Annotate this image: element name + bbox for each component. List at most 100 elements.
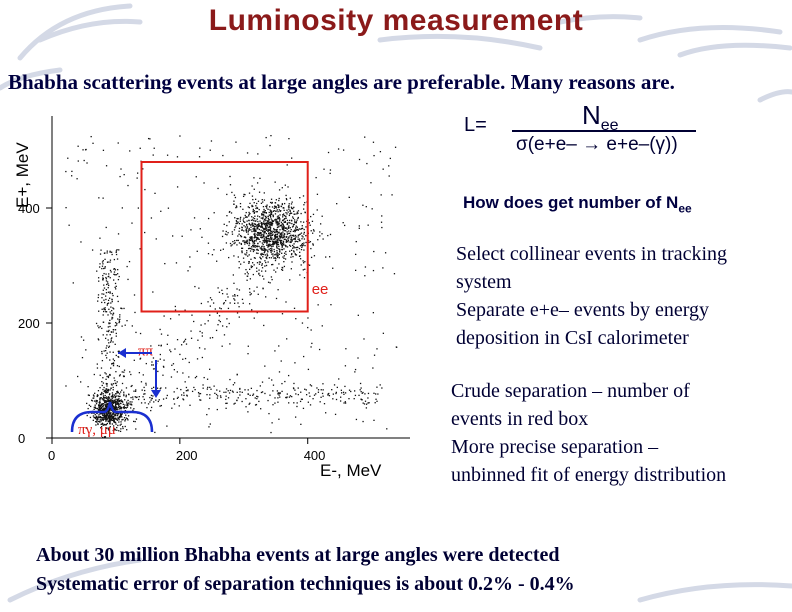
data-point: [104, 372, 106, 374]
data-point: [100, 427, 102, 429]
data-point: [267, 221, 269, 224]
data-point: [98, 339, 100, 341]
data-point: [294, 254, 297, 256]
data-point: [190, 330, 192, 332]
data-point: [114, 421, 117, 424]
data-point: [262, 211, 264, 213]
data-point: [290, 228, 292, 231]
data-point: [96, 363, 98, 365]
data-point: [275, 236, 277, 238]
data-point: [226, 287, 228, 290]
data-point: [243, 217, 245, 219]
data-point: [273, 205, 276, 207]
data-point: [305, 394, 308, 396]
data-point: [99, 263, 101, 265]
data-point: [302, 236, 304, 238]
data-point: [279, 251, 281, 253]
data-point: [106, 391, 108, 394]
data-point: [252, 219, 254, 221]
data-point: [240, 235, 243, 238]
data-point: [382, 168, 384, 170]
data-point: [248, 244, 250, 247]
data-point: [111, 395, 113, 397]
data-point: [393, 273, 396, 275]
data-point: [175, 262, 178, 264]
data-point: [104, 391, 106, 393]
data-point: [284, 238, 286, 240]
data-point: [354, 394, 357, 397]
data-point: [322, 389, 324, 391]
data-point: [288, 396, 291, 398]
data-point: [242, 219, 244, 221]
data-point: [112, 394, 114, 396]
data-point: [245, 254, 247, 256]
data-point: [379, 384, 381, 386]
data-point: [133, 390, 135, 392]
data-point: [282, 256, 284, 258]
data-point: [272, 253, 274, 255]
data-point: [265, 215, 267, 218]
data-point: [204, 348, 206, 350]
data-point: [271, 422, 273, 424]
data-point: [107, 291, 110, 293]
data-point: [98, 407, 100, 409]
data-point: [370, 182, 372, 184]
data-point: [267, 230, 270, 232]
data-point: [113, 420, 115, 422]
data-point: [264, 228, 266, 230]
data-point: [183, 394, 185, 397]
data-point: [115, 408, 118, 411]
data-point: [249, 278, 252, 280]
data-point: [108, 329, 110, 332]
data-point: [267, 232, 270, 234]
data-point: [111, 405, 114, 407]
data-point: [114, 274, 116, 276]
data-point: [277, 397, 279, 399]
data-point: [305, 389, 307, 391]
data-point: [82, 149, 84, 151]
data-point: [132, 409, 134, 411]
data-point: [294, 416, 297, 418]
data-point: [108, 420, 111, 422]
data-point: [327, 394, 329, 396]
data-point: [95, 399, 97, 402]
data-point: [114, 414, 117, 417]
data-point: [271, 221, 273, 223]
data-point: [243, 240, 245, 242]
data-point: [204, 323, 206, 325]
data-point: [261, 234, 263, 236]
data-point: [207, 386, 209, 389]
data-point: [281, 226, 283, 229]
data-point: [253, 225, 255, 228]
data-point: [212, 302, 215, 304]
data-point: [109, 311, 111, 313]
data-point: [107, 414, 109, 416]
data-point: [285, 212, 287, 214]
data-point: [287, 226, 290, 228]
data-point: [104, 309, 106, 311]
data-point: [263, 251, 265, 254]
data-point: [144, 393, 146, 395]
data-point: [263, 231, 265, 233]
data-point: [246, 239, 248, 241]
data-point: [173, 391, 175, 393]
data-point: [111, 401, 114, 403]
data-point: [262, 227, 264, 229]
data-point: [154, 192, 156, 194]
data-point: [279, 210, 281, 213]
data-point: [102, 260, 104, 262]
annotation-pigamma-mumu: πγ, μμ: [78, 422, 116, 438]
data-point: [262, 229, 264, 232]
data-point: [295, 221, 298, 223]
data-point: [339, 400, 342, 402]
data-point: [211, 299, 213, 301]
data-point: [219, 395, 222, 397]
data-point: [229, 184, 232, 186]
data-point: [96, 419, 98, 421]
data-point: [260, 222, 262, 224]
data-point: [177, 396, 179, 398]
data-point: [105, 401, 107, 403]
data-point: [322, 238, 324, 240]
data-point: [104, 412, 106, 415]
data-point: [254, 228, 256, 230]
